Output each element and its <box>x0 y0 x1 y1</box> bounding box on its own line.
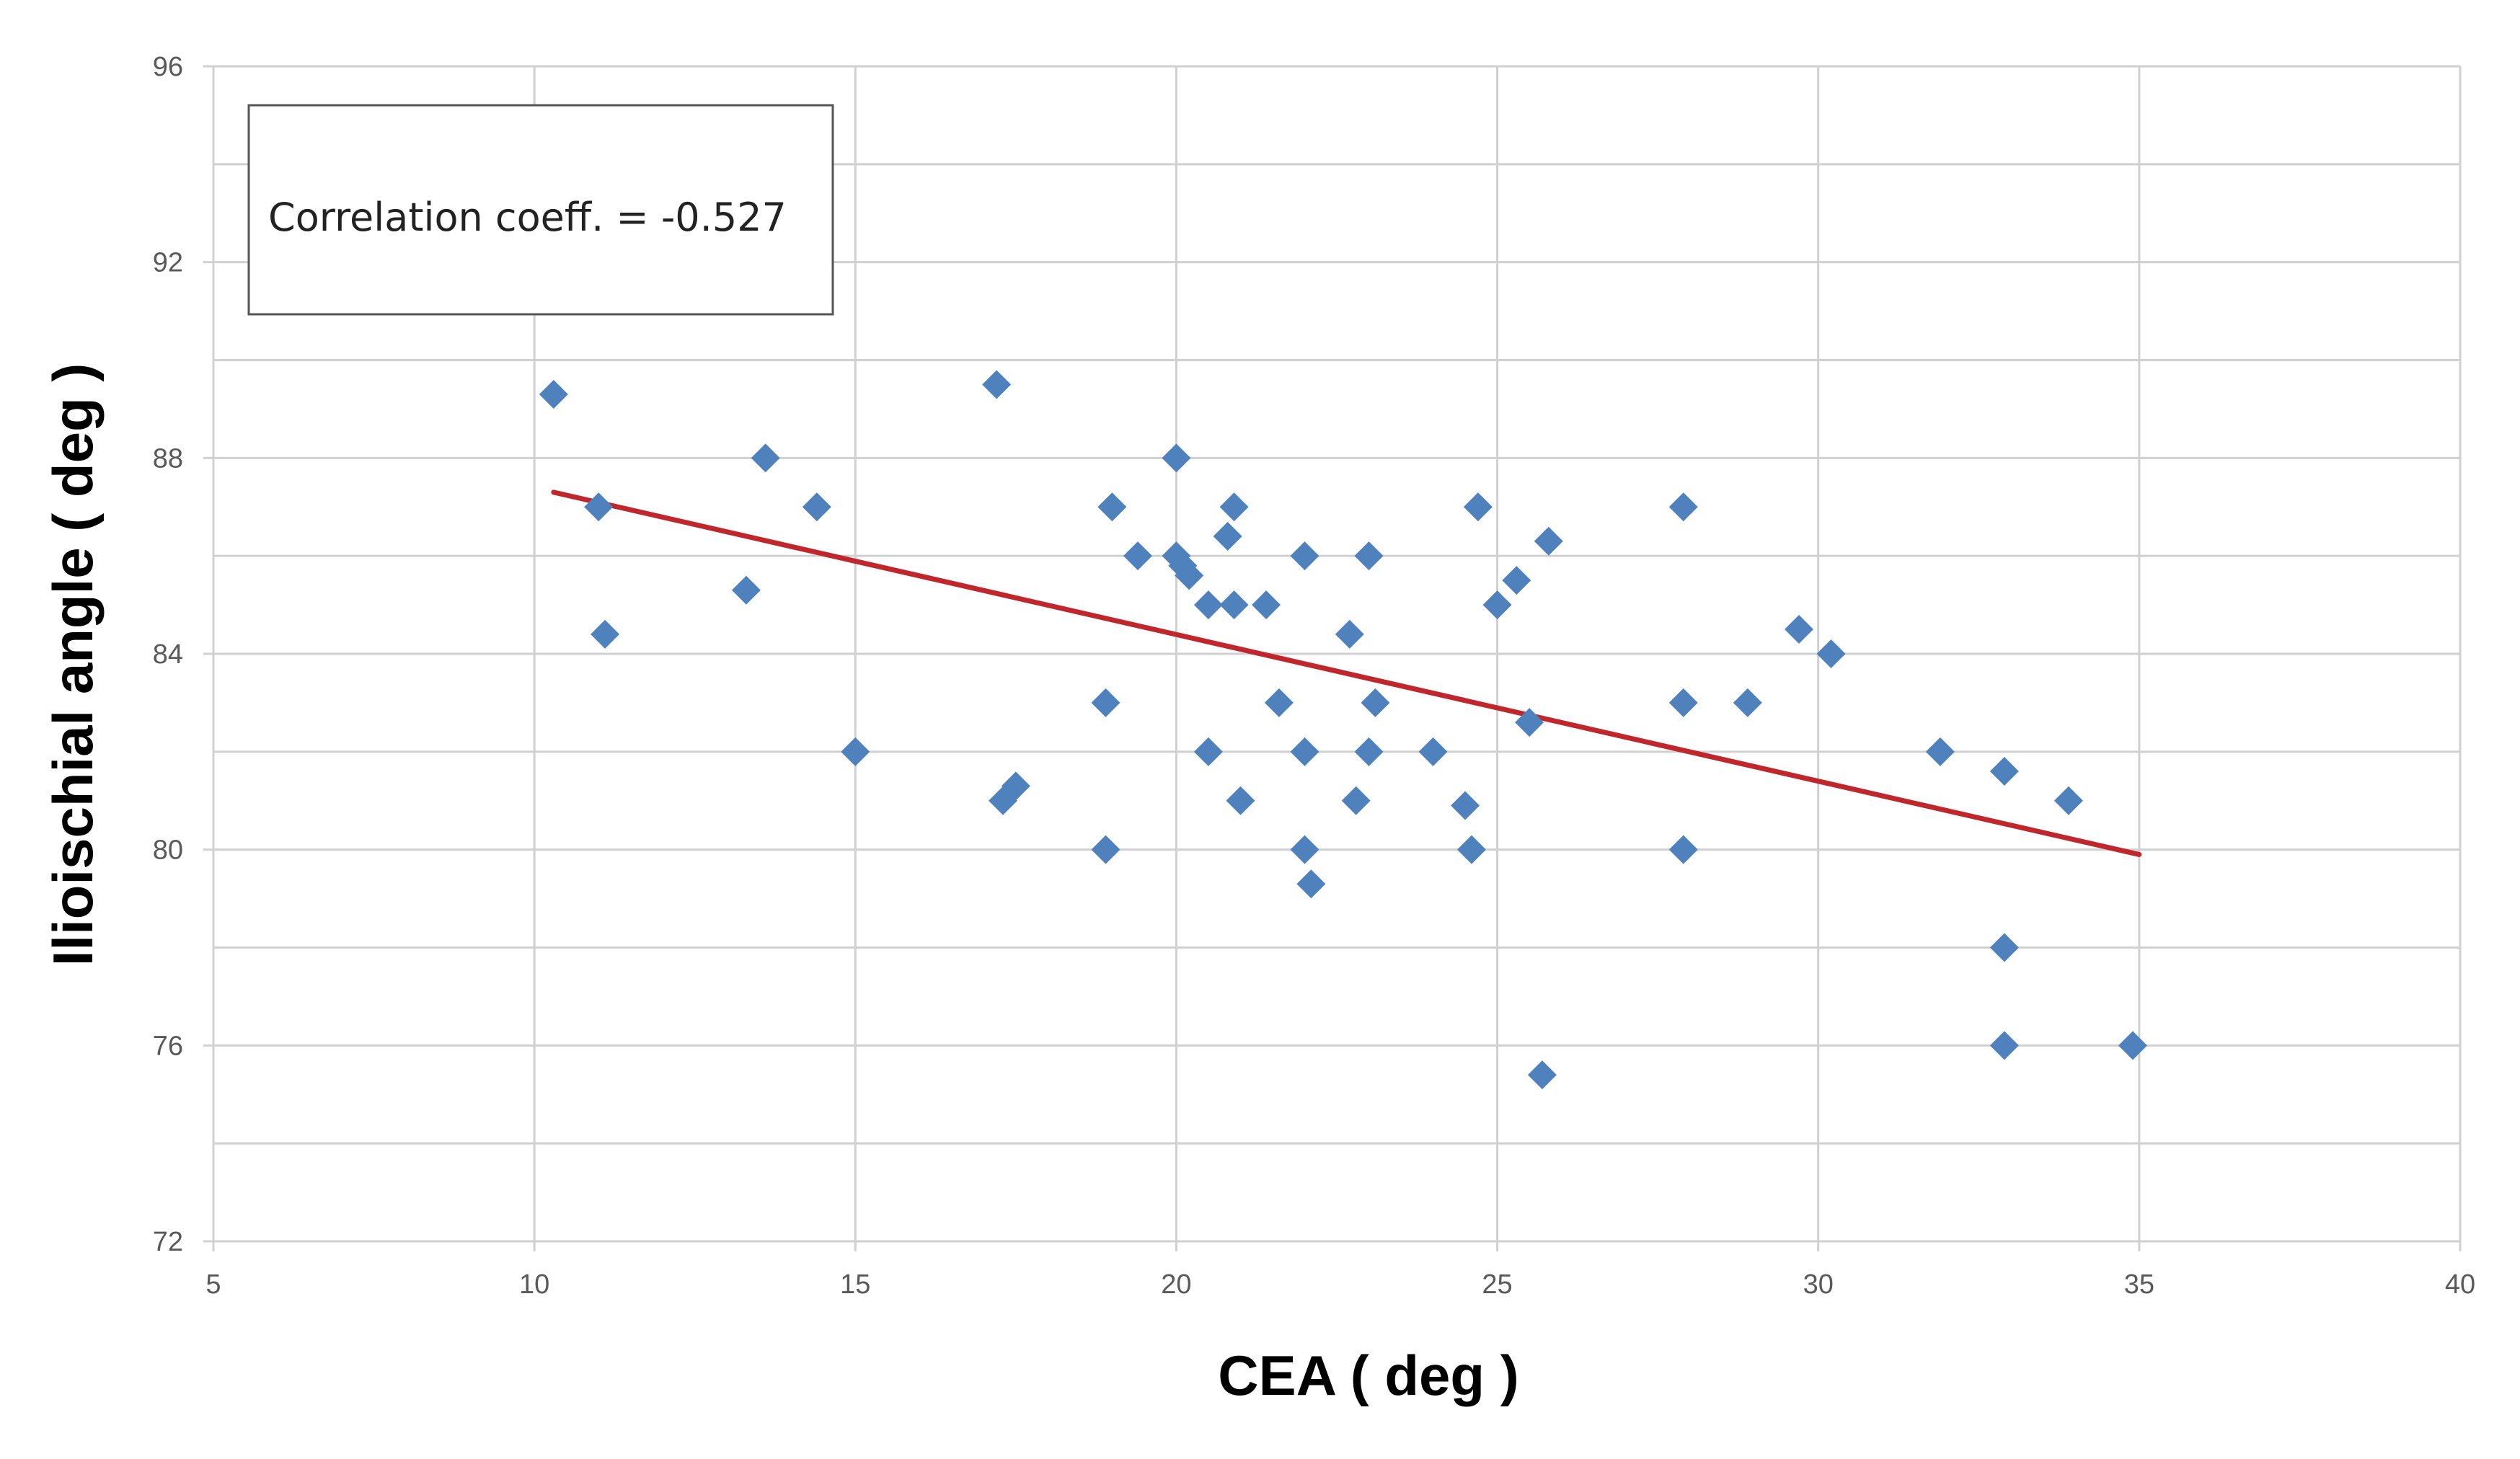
x-axis-ticks: 5 10 15 20 25 30 35 40 <box>205 1269 2475 1300</box>
data-point <box>1816 639 1846 668</box>
data-point <box>1226 786 1255 815</box>
data-point <box>1252 590 1281 620</box>
data-point <box>1463 492 1493 522</box>
x-tick-label: 35 <box>2124 1269 2154 1300</box>
data-points <box>539 370 2147 1090</box>
data-point <box>1456 835 1486 864</box>
y-tick-label: 80 <box>153 835 183 866</box>
x-tick-label: 10 <box>519 1269 549 1300</box>
data-point <box>1515 708 1544 737</box>
x-tick-label: 40 <box>2445 1269 2475 1300</box>
data-point <box>1290 835 1319 864</box>
trendline <box>551 489 2142 857</box>
data-point <box>751 443 780 473</box>
data-point <box>1668 688 1698 717</box>
data-point <box>1193 590 1223 620</box>
data-point <box>841 737 870 766</box>
data-point <box>1502 566 1531 595</box>
correlation-annotation: Correlation coeff. = -0.527 <box>268 195 787 240</box>
data-point <box>1925 737 1955 766</box>
data-point <box>1668 835 1698 864</box>
data-point <box>1733 688 1762 717</box>
data-point <box>2118 1031 2147 1060</box>
data-point <box>1123 541 1153 571</box>
data-point <box>1418 737 1448 766</box>
data-point <box>1097 492 1127 522</box>
data-point <box>1785 615 1814 644</box>
y-tick-label: 92 <box>153 248 183 278</box>
data-point <box>1482 590 1512 620</box>
y-tick-label: 76 <box>153 1031 183 1061</box>
data-point <box>2053 786 2083 815</box>
data-point <box>1451 791 1480 820</box>
y-tick-label: 84 <box>153 639 183 670</box>
grid-lines <box>203 65 2462 1251</box>
data-point <box>1989 933 2019 962</box>
y-tick-label: 88 <box>153 443 183 474</box>
data-point <box>982 370 1012 399</box>
data-point <box>802 492 831 522</box>
data-point <box>1290 541 1319 571</box>
data-point <box>1534 526 1563 556</box>
data-point <box>1264 688 1294 717</box>
data-point <box>1668 492 1698 522</box>
data-point <box>1354 541 1384 571</box>
data-point <box>1296 869 1326 899</box>
data-point <box>1193 737 1223 766</box>
data-point <box>1989 1031 2019 1060</box>
x-tick-label: 15 <box>840 1269 870 1300</box>
x-tick-label: 30 <box>1803 1269 1834 1300</box>
data-point <box>1361 688 1390 717</box>
annotation-box <box>247 104 834 316</box>
data-point <box>1213 522 1242 551</box>
data-point <box>1335 619 1364 649</box>
data-point <box>591 619 620 649</box>
x-tick-label: 5 <box>205 1269 221 1300</box>
x-tick-label: 25 <box>1482 1269 1512 1300</box>
data-point <box>1091 835 1120 864</box>
data-point <box>1219 590 1249 620</box>
data-point <box>1162 443 1191 473</box>
trendline-group <box>551 489 2142 857</box>
data-point <box>1091 688 1120 717</box>
x-axis-title: CEA ( deg ) <box>1218 1344 1518 1407</box>
y-axis-title: Ilioischial angle ( deg ) <box>41 363 105 966</box>
data-point <box>1219 492 1249 522</box>
data-point <box>1527 1060 1557 1090</box>
data-point <box>1001 771 1030 801</box>
data-point <box>539 380 568 409</box>
data-point <box>1354 737 1384 766</box>
y-tick-label: 96 <box>153 52 183 82</box>
data-point <box>1341 786 1371 815</box>
data-point <box>1989 757 2019 786</box>
y-axis-ticks: 72 76 80 84 88 92 96 <box>153 52 183 1257</box>
data-point <box>1290 737 1319 766</box>
data-point <box>584 492 614 522</box>
x-tick-label: 20 <box>1161 1269 1191 1300</box>
data-point <box>1175 561 1204 590</box>
data-point <box>731 575 761 605</box>
y-tick-label: 72 <box>153 1227 183 1257</box>
